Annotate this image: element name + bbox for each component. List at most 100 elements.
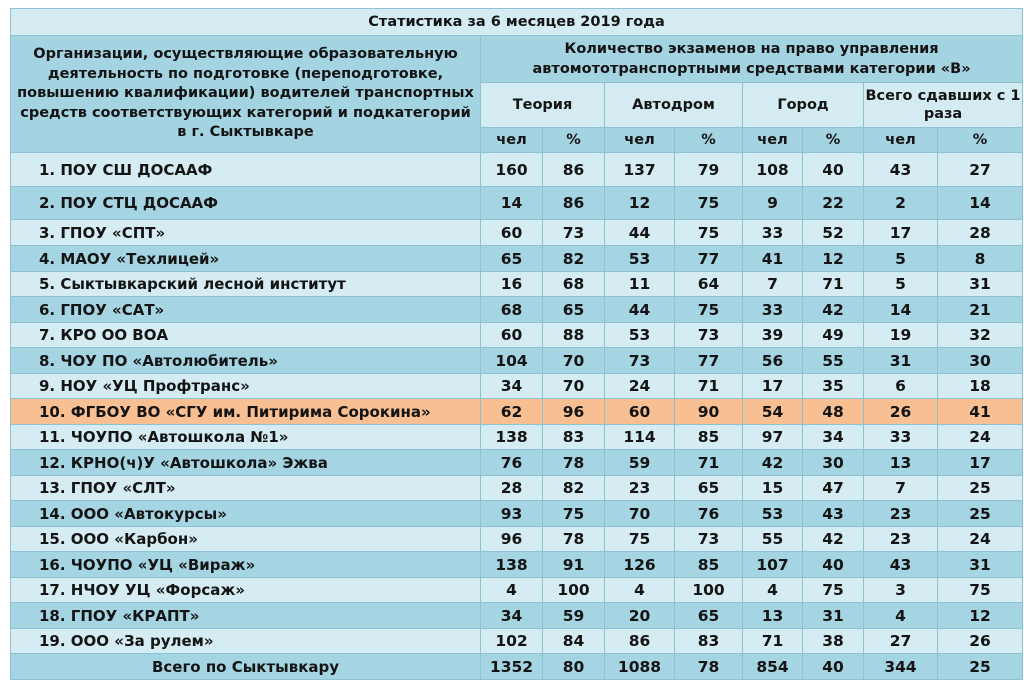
percent-cell: 40: [802, 551, 864, 578]
table-row: 9. НОУ «УЦ Профтранс» 34 70 24 71 17 35 6 18: [10, 373, 1024, 399]
organization-name: 8. ЧОУ ПО «Автолюбитель»: [10, 347, 481, 374]
count-cell: 33: [742, 219, 803, 246]
count-cell: 39: [742, 322, 803, 348]
percent-cell: 40: [802, 152, 864, 187]
org-column-header: Организации, осуществляющие образователь…: [10, 35, 481, 153]
count-cell: 4: [863, 602, 938, 629]
total-percent-cell: 40: [802, 653, 864, 680]
statistics-table: Статистика за 6 месяцев 2019 года Органи…: [9, 8, 1024, 680]
percent-cell: 100: [542, 577, 605, 603]
percent-cell: 75: [936, 577, 1024, 603]
table-row-highlighted: 10. ФГБОУ ВО «СГУ им. Питирима Сорокина»…: [10, 398, 1024, 425]
table-row: 12. КРНО(ч)У «Автошкола» Эжва 76 78 59 71 42 3…: [10, 449, 1024, 476]
percent-cell: 27: [936, 152, 1024, 187]
count-cell: 41: [742, 245, 803, 272]
count-cell: 7: [742, 271, 803, 297]
percent-cell: 90: [674, 398, 743, 425]
count-cell: 17: [863, 219, 938, 246]
sub-header-people: чел: [863, 127, 938, 153]
sub-header-people: чел: [480, 127, 543, 153]
percent-cell: 28: [936, 219, 1024, 246]
percent-cell: 48: [802, 398, 864, 425]
percent-cell: 43: [802, 500, 864, 527]
percent-cell: 71: [802, 271, 864, 297]
percent-cell: 77: [674, 245, 743, 272]
exam-group-header: Количество экзаменов на право управления…: [479, 35, 1024, 83]
organization-name: 17. НЧОУ УЦ «Форсаж»: [10, 577, 481, 603]
percent-cell: 75: [674, 219, 743, 246]
percent-cell: 83: [674, 628, 743, 654]
percent-cell: 25: [936, 475, 1024, 501]
percent-cell: 85: [674, 551, 743, 578]
count-cell: 11: [604, 271, 675, 297]
organization-name: 10. ФГБОУ ВО «СГУ им. Питирима Сорокина»: [10, 398, 481, 425]
percent-cell: 88: [542, 322, 605, 348]
count-cell: 73: [604, 347, 675, 374]
count-cell: 138: [480, 424, 543, 450]
percent-cell: 71: [674, 373, 743, 399]
table-row: 14. ООО «Автокурсы» 93 75 70 76 53 43 23 25: [10, 500, 1024, 527]
table-row: 11. ЧОУПО «Автошкола №1» 138 83 114 85 97 34 33…: [10, 424, 1024, 450]
percent-cell: 73: [542, 219, 605, 246]
count-cell: 70: [604, 500, 675, 527]
percent-cell: 30: [936, 347, 1024, 374]
count-cell: 7: [863, 475, 938, 501]
count-cell: 26: [863, 398, 938, 425]
group-header-theory: Теория: [480, 82, 605, 128]
count-cell: 75: [604, 526, 675, 552]
count-cell: 104: [480, 347, 543, 374]
percent-cell: 25: [936, 500, 1024, 527]
count-cell: 43: [863, 551, 938, 578]
percent-cell: 86: [542, 152, 605, 187]
percent-cell: 86: [542, 186, 605, 220]
count-cell: 5: [863, 271, 938, 297]
count-cell: 27: [863, 628, 938, 654]
count-cell: 3: [863, 577, 938, 603]
percent-cell: 31: [936, 551, 1024, 578]
count-cell: 68: [480, 296, 543, 323]
percent-cell: 18: [936, 373, 1024, 399]
percent-cell: 68: [542, 271, 605, 297]
count-cell: 76: [480, 449, 543, 476]
percent-cell: 70: [542, 347, 605, 374]
percent-cell: 76: [674, 500, 743, 527]
percent-cell: 47: [802, 475, 864, 501]
organization-name: 13. ГПОУ «СЛТ»: [10, 475, 481, 501]
total-count-cell: 854: [742, 653, 803, 680]
count-cell: 33: [863, 424, 938, 450]
count-cell: 102: [480, 628, 543, 654]
percent-cell: 55: [802, 347, 864, 374]
percent-cell: 12: [936, 602, 1024, 629]
count-cell: 9: [742, 186, 803, 220]
group-header-city: Город: [742, 82, 864, 128]
percent-cell: 100: [674, 577, 743, 603]
total-percent-cell: 78: [674, 653, 743, 680]
table-row: 15. ООО «Карбон» 96 78 75 73 55 42 23 24: [10, 526, 1024, 552]
count-cell: 138: [480, 551, 543, 578]
percent-cell: 52: [802, 219, 864, 246]
percent-cell: 31: [936, 271, 1024, 297]
count-cell: 62: [480, 398, 543, 425]
count-cell: 33: [742, 296, 803, 323]
table-row: 17. НЧОУ УЦ «Форсаж» 4 100 4 100 4 75 3 75: [10, 577, 1024, 603]
percent-cell: 38: [802, 628, 864, 654]
percent-cell: 75: [674, 296, 743, 323]
percent-cell: 65: [674, 602, 743, 629]
total-percent-cell: 80: [542, 653, 605, 680]
percent-cell: 75: [674, 186, 743, 220]
count-cell: 65: [480, 245, 543, 272]
count-cell: 53: [604, 322, 675, 348]
percent-cell: 32: [936, 322, 1024, 348]
group-header-first-attempt: Всего сдавших с 1 раза: [862, 82, 1024, 128]
count-cell: 34: [480, 373, 543, 399]
count-cell: 53: [604, 245, 675, 272]
count-cell: 114: [604, 424, 675, 450]
count-cell: 28: [480, 475, 543, 501]
count-cell: 43: [863, 152, 938, 187]
table-row: 5. Сыктывкарский лесной институт 16 68 11 64…: [10, 271, 1024, 297]
table-row: 4. МАОУ «Техлицей» 65 82 53 77 41 12 5 8: [10, 245, 1024, 272]
organization-name: 6. ГПОУ «САТ»: [10, 296, 481, 323]
count-cell: 2: [863, 186, 938, 220]
organization-name: 15. ООО «Карбон»: [10, 526, 481, 552]
total-label: Всего по Сыктывкару: [10, 653, 481, 680]
